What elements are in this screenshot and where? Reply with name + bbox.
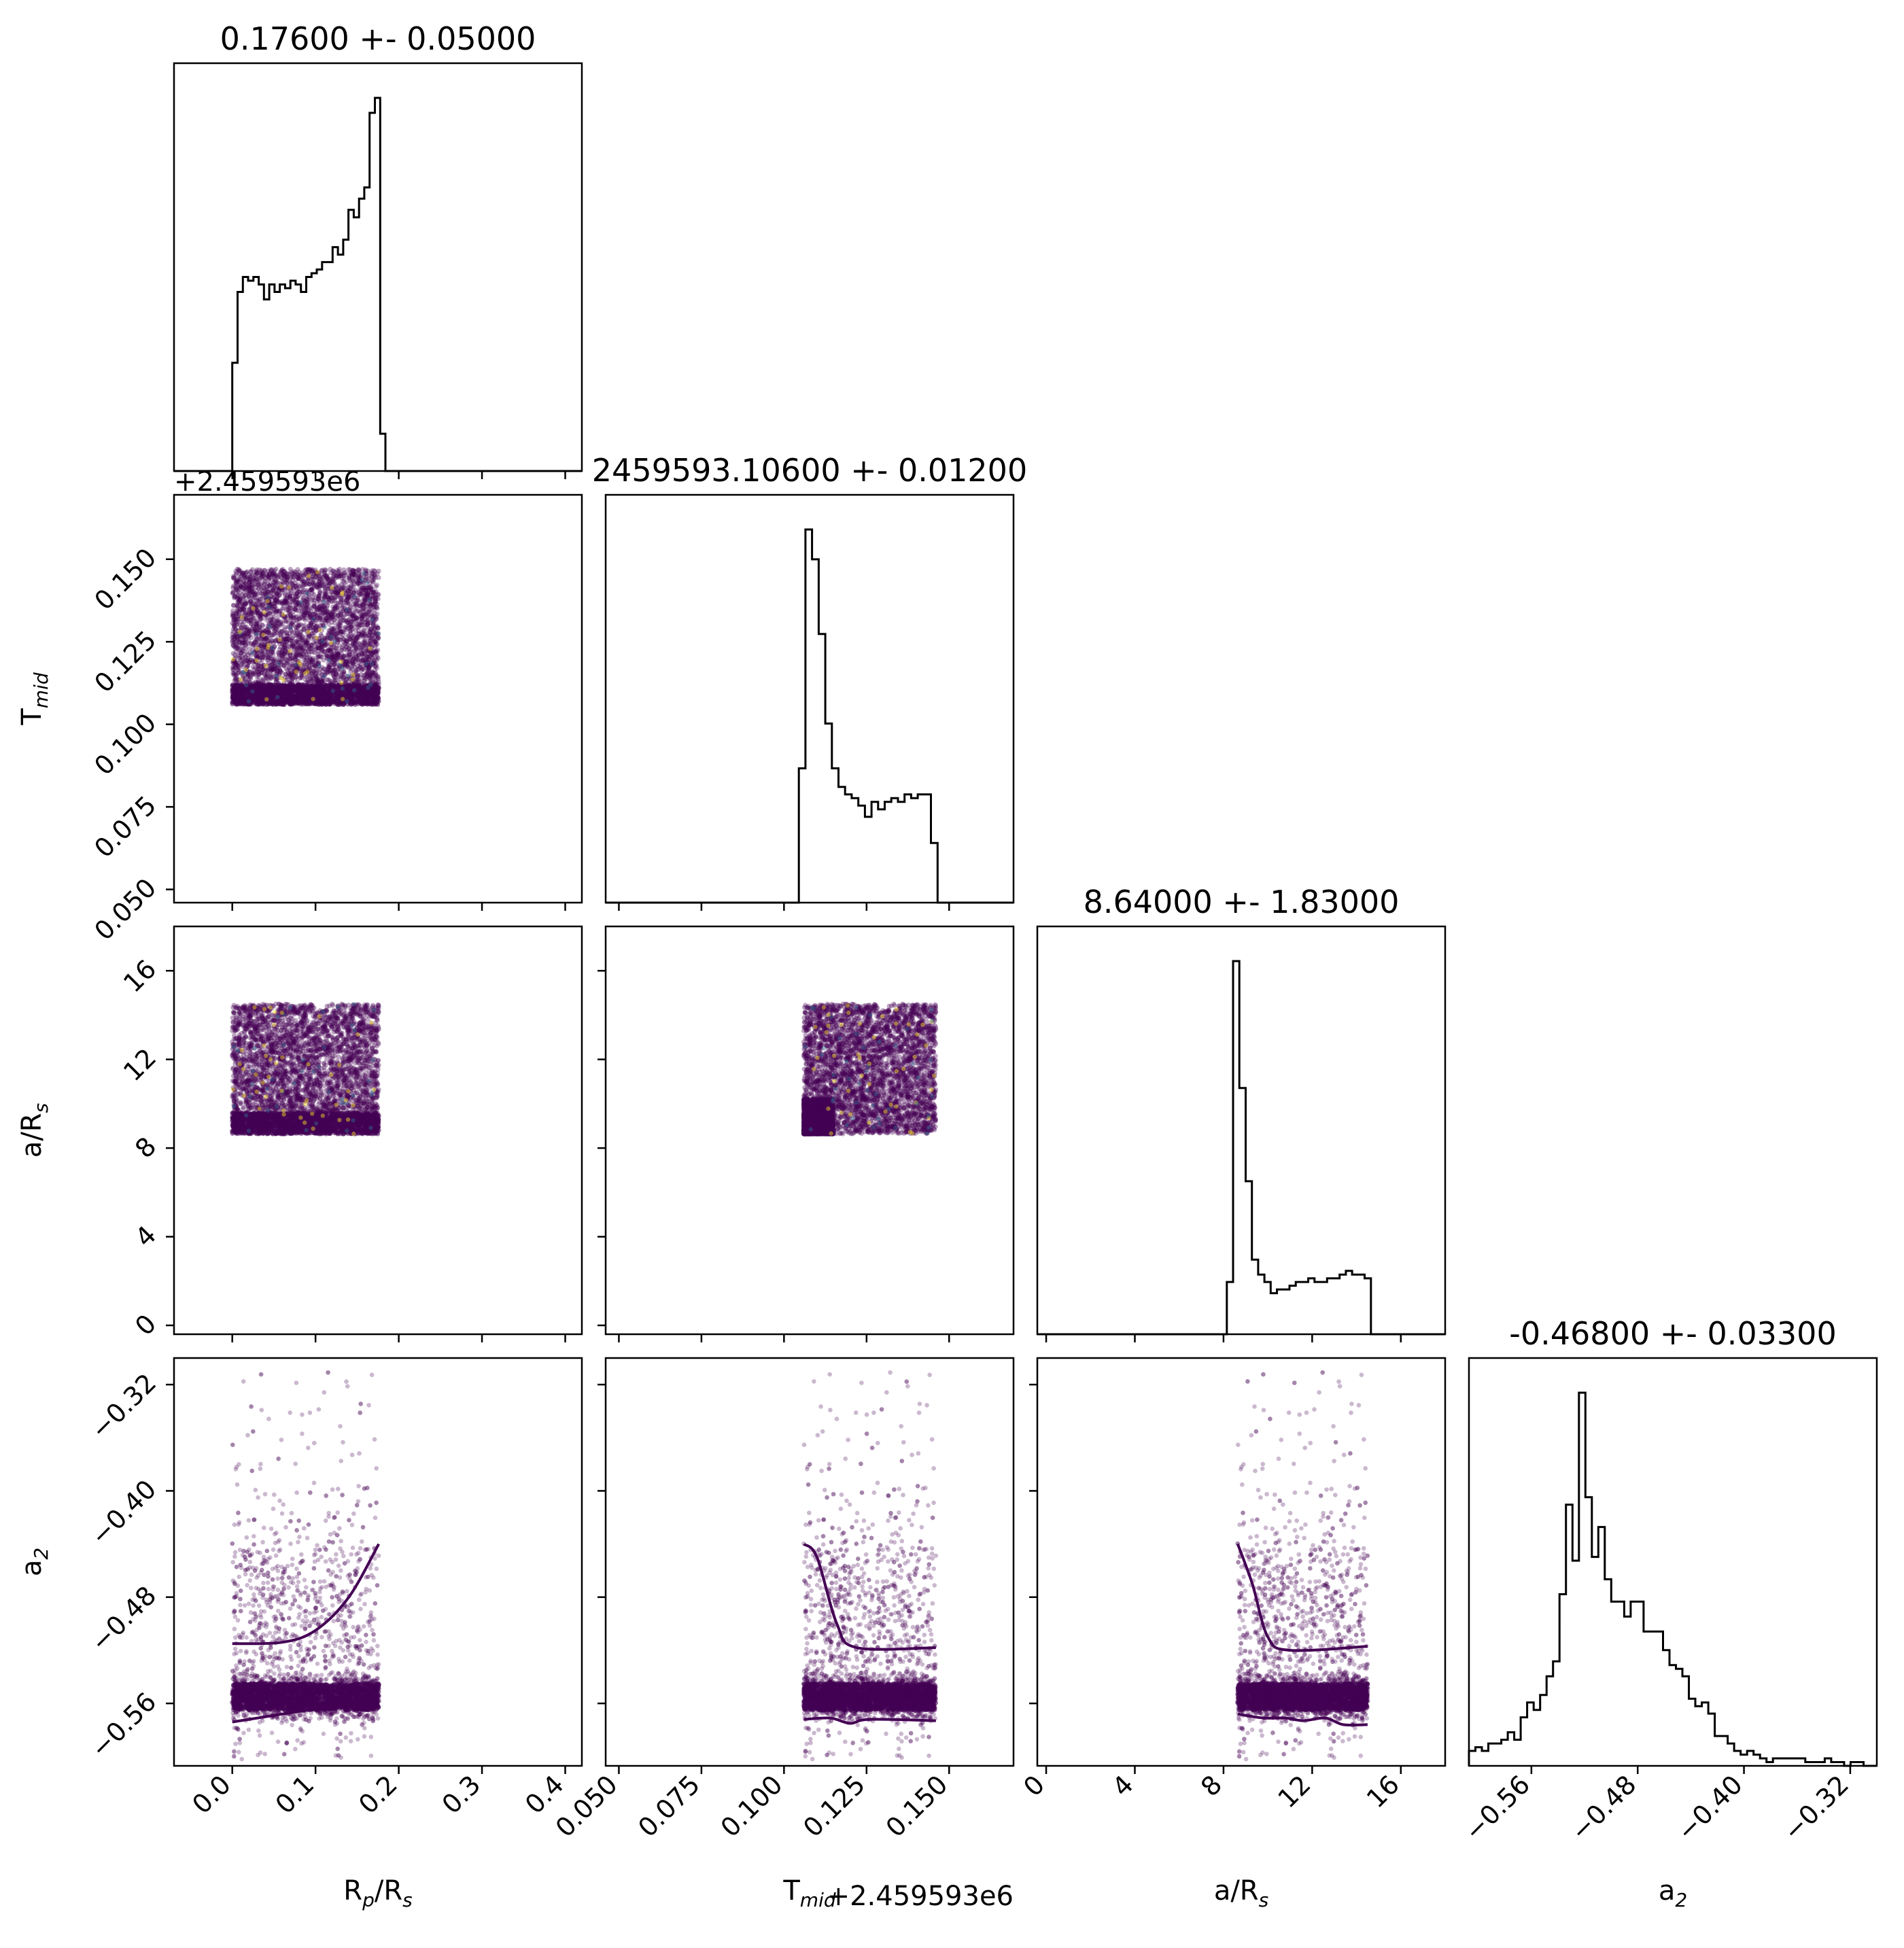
panel-frame-2-2	[1037, 926, 1445, 1334]
panels	[166, 63, 1877, 1774]
scatter-cloud-1-0	[230, 567, 381, 707]
panel-frame-1-1	[606, 495, 1014, 903]
panel-frame-0-0	[174, 63, 582, 471]
panel-frame-3-3	[1469, 1358, 1877, 1766]
corner-plot-figure: 0.17600 +- 0.050002459593.10600 +- 0.012…	[0, 0, 1904, 1948]
